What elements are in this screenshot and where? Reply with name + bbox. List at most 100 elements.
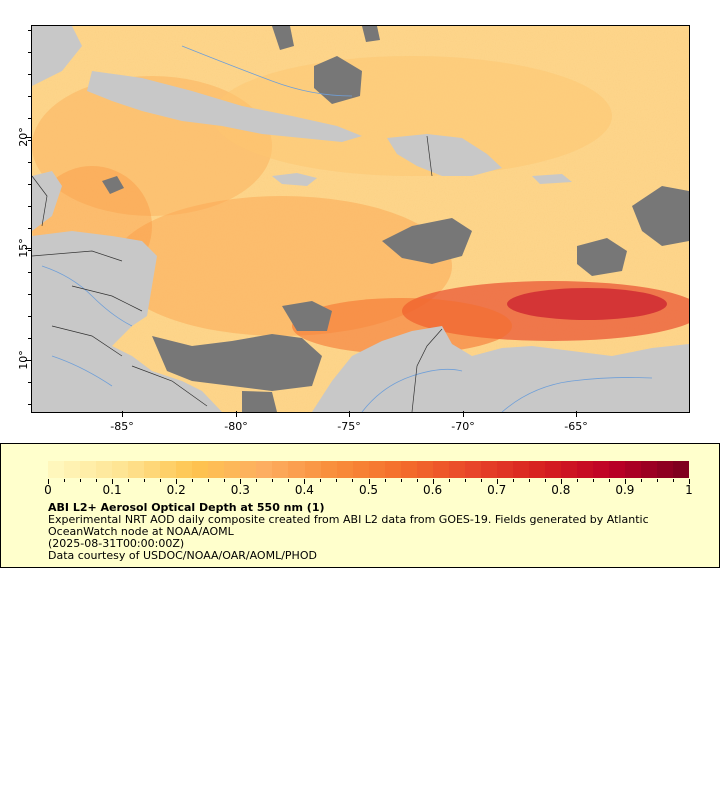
colorbar-swatch — [96, 461, 113, 478]
y-minor-tick — [28, 118, 31, 119]
colorbar-label: 0.3 — [230, 483, 250, 497]
colorbar-swatch — [561, 461, 578, 478]
y-minor-tick — [28, 162, 31, 163]
colorbar-swatch — [304, 461, 321, 478]
colorbar-minor-tick — [576, 479, 578, 482]
colorbar-swatch — [496, 461, 513, 478]
colorbar-swatch — [144, 461, 161, 478]
colorbar-swatch — [48, 461, 65, 478]
y-tick-mark — [25, 248, 31, 249]
colorbar-tick — [48, 479, 49, 484]
colorbar-minor-tick — [64, 479, 66, 482]
colorbar-label: 0.8 — [551, 483, 571, 497]
legend-title: ABI L2+ Aerosol Optical Depth at 550 nm … — [48, 501, 325, 514]
x-tick-mark — [122, 411, 123, 417]
colorbar-swatch — [480, 461, 497, 478]
colorbar-swatch — [464, 461, 481, 478]
x-tick-label: -85° — [110, 420, 134, 433]
colorbar-swatch — [641, 461, 658, 478]
colorbar-minor-tick — [512, 479, 514, 482]
colorbar-swatch — [176, 461, 193, 478]
x-tick-label: -65° — [564, 420, 588, 433]
colorbar-tick — [432, 479, 434, 484]
y-minor-tick — [28, 360, 31, 361]
colorbar-tick — [624, 479, 626, 484]
y-minor-tick — [28, 316, 31, 317]
colorbar-minor-tick — [448, 479, 450, 482]
colorbar-label: 0.2 — [166, 483, 186, 497]
colorbar-swatch — [384, 461, 401, 478]
borders — [32, 135, 443, 412]
colorbar-swatch — [272, 461, 289, 478]
colorbar-label: 0 — [44, 483, 52, 497]
colorbar-label: 1 — [685, 483, 693, 497]
aod-patch — [212, 56, 612, 176]
central-america — [32, 231, 157, 346]
cloud-mask — [102, 26, 689, 412]
colorbar-minor-tick — [96, 479, 98, 482]
rivers — [41, 45, 653, 412]
x-tick-mark — [463, 411, 464, 417]
y-minor-tick — [28, 294, 31, 295]
colorbar-swatch — [112, 461, 129, 478]
colorbar-swatch — [432, 461, 449, 478]
colorbar-minor-tick — [192, 479, 194, 482]
colorbar-minor-tick — [656, 479, 658, 482]
colorbar-minor-tick — [464, 479, 466, 482]
colorbar-label: 0.5 — [358, 483, 379, 497]
colorbar-minor-tick — [416, 479, 418, 482]
y-minor-tick — [28, 96, 31, 97]
colorbar-swatch — [673, 461, 690, 478]
colorbar-swatch — [625, 461, 642, 478]
colorbar-swatch — [128, 461, 145, 478]
colorbar-minor-tick — [320, 479, 322, 482]
colorbar-label: 0.7 — [487, 483, 507, 497]
florida — [32, 26, 82, 86]
y-minor-tick — [28, 30, 31, 31]
y-minor-tick — [28, 206, 31, 207]
colorbar-minor-tick — [224, 479, 226, 482]
y-tick-label: 15° — [17, 238, 30, 258]
colorbar-swatch — [240, 461, 257, 478]
colorbar-minor-tick — [160, 479, 162, 482]
colorbar-swatch — [368, 461, 385, 478]
colorbar-tick — [176, 479, 178, 484]
legend-date: (2025-08-31T00:00:00Z) — [48, 537, 185, 550]
colorbar-minor-tick — [80, 479, 82, 482]
colorbar-swatch — [544, 461, 561, 478]
colorbar-minor-tick — [384, 479, 386, 482]
colorbar-minor-tick — [400, 479, 402, 482]
aod-plume — [292, 298, 512, 354]
y-minor-tick — [28, 228, 31, 229]
colorbar-tick — [689, 479, 690, 484]
colorbar-label: 0.6 — [423, 483, 443, 497]
colorbar-label: 0.1 — [102, 483, 122, 497]
colorbar-swatch — [64, 461, 81, 478]
y-minor-tick — [28, 404, 31, 405]
colorbar-minor-tick — [608, 479, 610, 482]
y-minor-tick — [28, 74, 31, 75]
colorbar-swatch — [288, 461, 305, 478]
colorbar-minor-tick — [592, 479, 594, 482]
colorbar-swatch — [577, 461, 594, 478]
cuba — [87, 71, 362, 142]
colorbar-swatch — [657, 461, 674, 478]
colorbar-swatch — [416, 461, 433, 478]
colorbar-minor-tick — [672, 479, 674, 482]
colorbar-swatch — [160, 461, 177, 478]
colorbar-minor-tick — [480, 479, 482, 482]
colorbar-tick — [112, 479, 114, 484]
x-tick-mark — [576, 411, 577, 417]
colorbar-label: 0.4 — [294, 483, 314, 497]
colorbar-swatch — [512, 461, 529, 478]
puerto-rico — [532, 174, 572, 184]
colorbar-tick — [304, 479, 306, 484]
y-minor-tick — [28, 382, 31, 383]
colorbar-tick — [368, 479, 370, 484]
colorbar-minor-tick — [208, 479, 210, 482]
colorbar — [48, 461, 690, 478]
y-minor-tick — [28, 250, 31, 251]
colorbar-minor-tick — [288, 479, 290, 482]
y-tick-label: 20° — [17, 127, 30, 147]
y-minor-tick — [28, 52, 31, 53]
